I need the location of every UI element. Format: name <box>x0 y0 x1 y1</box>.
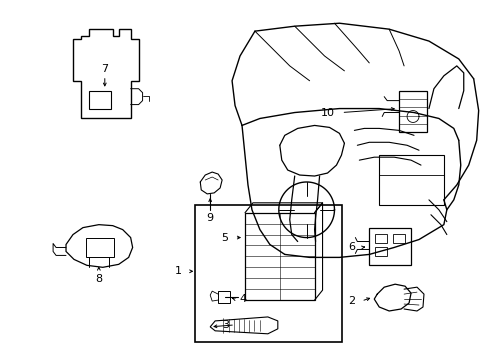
Text: 3: 3 <box>222 320 229 330</box>
Text: 2: 2 <box>347 296 354 306</box>
Text: 5: 5 <box>221 233 228 243</box>
Text: 1: 1 <box>175 266 182 276</box>
Text: 7: 7 <box>101 64 108 74</box>
Bar <box>392 234 404 243</box>
Bar <box>195 205 342 342</box>
Bar <box>89 91 111 109</box>
Bar <box>244 213 314 300</box>
Bar <box>379 155 443 205</box>
Bar <box>368 228 410 265</box>
Bar <box>374 247 386 256</box>
Text: 10: 10 <box>320 108 334 117</box>
Text: 6: 6 <box>347 243 354 252</box>
Text: 9: 9 <box>206 213 213 223</box>
Text: 4: 4 <box>239 294 246 304</box>
Bar <box>86 238 114 257</box>
Bar <box>374 234 386 243</box>
Bar <box>398 91 426 132</box>
Bar <box>218 291 230 303</box>
Text: 8: 8 <box>95 274 102 284</box>
